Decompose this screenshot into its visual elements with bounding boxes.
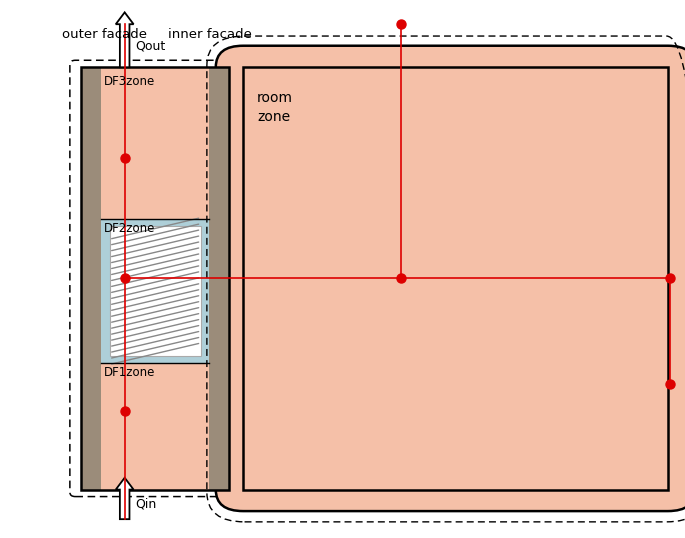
Bar	[101, 363, 209, 490]
Bar	[81, 67, 101, 490]
FancyBboxPatch shape	[216, 46, 685, 511]
Text: DF3zone: DF3zone	[104, 75, 155, 88]
FancyArrow shape	[116, 478, 134, 519]
Text: Qin: Qin	[135, 498, 156, 511]
FancyArrow shape	[116, 12, 134, 67]
Text: Qout: Qout	[135, 39, 165, 52]
Text: outer facade: outer facade	[62, 29, 147, 41]
Text: DF1zone: DF1zone	[104, 366, 155, 379]
Text: room
zone: room zone	[257, 91, 293, 124]
Bar	[81, 67, 229, 490]
Text: DF2zone: DF2zone	[104, 222, 155, 235]
Bar	[101, 220, 209, 363]
Bar	[209, 67, 229, 490]
Bar	[110, 226, 201, 356]
Bar	[101, 67, 209, 220]
Bar	[243, 67, 668, 490]
Text: inner facade: inner facade	[168, 29, 251, 41]
